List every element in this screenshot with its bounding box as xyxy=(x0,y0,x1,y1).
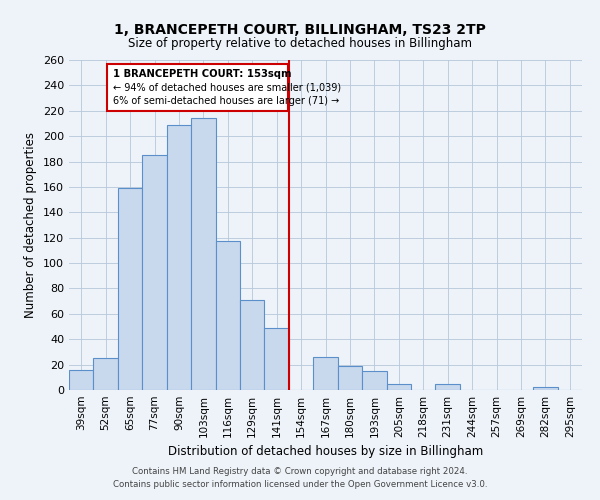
Bar xyxy=(265,328,289,390)
Text: Size of property relative to detached houses in Billingham: Size of property relative to detached ho… xyxy=(128,38,472,51)
Y-axis label: Number of detached properties: Number of detached properties xyxy=(25,132,37,318)
Text: 6% of semi-detached houses are larger (71) →: 6% of semi-detached houses are larger (7… xyxy=(113,96,339,106)
FancyBboxPatch shape xyxy=(107,64,287,111)
Bar xyxy=(94,358,118,390)
Bar xyxy=(69,370,94,390)
Bar xyxy=(362,371,386,390)
Bar xyxy=(338,366,362,390)
Bar xyxy=(533,388,557,390)
Bar xyxy=(436,384,460,390)
Bar xyxy=(167,124,191,390)
Text: 1 BRANCEPETH COURT: 153sqm: 1 BRANCEPETH COURT: 153sqm xyxy=(113,69,292,79)
Text: Contains public sector information licensed under the Open Government Licence v3: Contains public sector information licen… xyxy=(113,480,487,489)
Bar xyxy=(142,155,167,390)
X-axis label: Distribution of detached houses by size in Billingham: Distribution of detached houses by size … xyxy=(168,446,483,458)
Text: 1, BRANCEPETH COURT, BILLINGHAM, TS23 2TP: 1, BRANCEPETH COURT, BILLINGHAM, TS23 2T… xyxy=(114,22,486,36)
Bar xyxy=(240,300,265,390)
Bar xyxy=(191,118,215,390)
Text: Contains HM Land Registry data © Crown copyright and database right 2024.: Contains HM Land Registry data © Crown c… xyxy=(132,467,468,476)
Bar xyxy=(215,242,240,390)
Bar xyxy=(118,188,142,390)
Bar xyxy=(386,384,411,390)
Text: ← 94% of detached houses are smaller (1,039): ← 94% of detached houses are smaller (1,… xyxy=(113,83,341,93)
Bar xyxy=(313,357,338,390)
